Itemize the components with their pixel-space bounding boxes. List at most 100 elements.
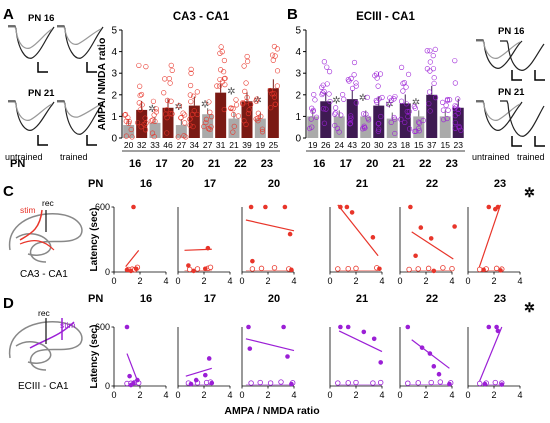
pn-title-ec: 20 [268, 293, 280, 305]
scatter-point-trained-ca3 [263, 204, 268, 210]
schaffer-path-c [19, 240, 55, 251]
cell-dot-trained-ec [377, 71, 384, 77]
scatter-point-trained-ca3 [431, 268, 437, 274]
scatter-point-untrained-ec [378, 379, 384, 386]
cell-dot-untrained-ec [334, 125, 341, 132]
cell-dot-untrained-ec [359, 126, 366, 132]
cell-dot-trained-ca3 [244, 53, 250, 60]
scatter-point-untrained-ec [335, 380, 341, 386]
rec-label-d: rec [38, 308, 51, 318]
cell-dot-trained-ca3 [188, 70, 194, 76]
cell-dot-untrained-ca3 [208, 114, 215, 120]
trace-trained-pn16-a-gray [57, 26, 102, 45]
scatter-point-trained-ca3 [498, 268, 503, 273]
latency-label-ca3: Latency (sec) [89, 208, 100, 272]
pn-label-ec: 17 [340, 158, 352, 170]
scale-bar-pn16-b1 [511, 70, 522, 81]
scatter-x-tick-label-ca3: 4 [517, 276, 522, 286]
scatter-x-tick-label-ec: 2 [137, 390, 142, 400]
scatter-point-trained-ec [345, 324, 351, 330]
cell-dot-untrained-ec [341, 96, 347, 102]
scatter-point-trained-ca3 [250, 258, 255, 264]
n-label-trained-ec: 43 [348, 140, 358, 150]
scatter-point-trained-ec [495, 328, 501, 334]
trace-label-pn16-a: PN 16 [28, 13, 54, 24]
cell-dot-untrained-ca3 [207, 109, 213, 115]
pn-label-ca3: 21 [208, 158, 220, 170]
cell-dot-trained-ca3 [187, 122, 193, 128]
scale-bar-pn16-b2 [534, 70, 545, 81]
trace-untrained-pn16-a-gray [8, 26, 53, 49]
cell-dot-trained-ec [452, 119, 458, 126]
cell-dot-untrained-ca3 [253, 98, 259, 104]
cell-dot-untrained-ca3 [203, 119, 209, 126]
cell-dot-trained-ec [400, 80, 406, 87]
bar-trained-ec [399, 103, 411, 138]
n-label-trained-ec: 37 [427, 140, 437, 150]
scatter-point-trained-ca3 [428, 236, 434, 241]
cell-dot-trained-ca3 [242, 88, 248, 94]
y-axis-label-ca3: AMPA/ NMDA ratio [96, 38, 108, 131]
scatter-point-untrained-ec [353, 379, 359, 386]
pn-title-ca3: 17 [204, 178, 216, 190]
latency-label-ec: Latency (sec) [89, 325, 100, 389]
sig-star-ca3: ✲ [201, 100, 209, 111]
scatter-x-tick-label-ec: 0 [327, 390, 332, 400]
scatter-point-untrained-ec [370, 380, 376, 386]
panel-letter-d: D [3, 295, 14, 312]
cell-dot-untrained-ec [340, 91, 346, 98]
cell-dot-untrained-ca3 [233, 102, 240, 108]
sig-star-ec: ✲ [359, 93, 367, 104]
scatter-x-tick-label-ec: 0 [397, 390, 402, 400]
bar-untrained-ec [439, 116, 451, 138]
cell-dot-untrained-ec [392, 130, 398, 137]
scatter-point-trained-ec [494, 324, 499, 330]
scatter-x-tick-label-ca3: 2 [491, 276, 496, 286]
scatter-point-trained-ec [431, 364, 437, 369]
cell-dot-trained-ca3 [168, 98, 174, 104]
scatter-point-untrained-ca3 [425, 265, 432, 272]
cell-dot-trained-ec [376, 126, 382, 132]
scatter-y-tick-label-ec: 0 [105, 381, 110, 391]
cell-dot-untrained-ec [308, 116, 314, 122]
stim-label-d: stim [60, 320, 76, 330]
panel-letter-a: A [3, 6, 14, 23]
cell-dot-trained-ca3 [137, 107, 143, 113]
trace-label-pn21-a: PN 21 [28, 88, 55, 99]
scatter-point-untrained-ca3 [415, 266, 421, 272]
pn-label-ca3: 23 [261, 158, 273, 170]
scatter-point-trained-ca3 [133, 266, 139, 272]
scatter-point-trained-ca3 [370, 235, 376, 240]
region-label-c: CA3 - CA1 [20, 269, 68, 280]
cell-dot-trained-ca3 [222, 75, 228, 81]
scatter-x-tick-label-ec: 4 [449, 390, 454, 400]
scatter-point-trained-ec [482, 381, 488, 387]
scatter-point-trained-ec [447, 381, 452, 387]
cell-dot-trained-ca3 [241, 63, 247, 69]
n-label-untrained-ca3: 20 [124, 140, 134, 150]
traces-b: PN 16 PN 21 untrained trained [472, 26, 545, 162]
trace-untrained-pn16-a [8, 25, 55, 59]
trace-trained-pn21-a [57, 100, 104, 135]
cell-dot-trained-ec [426, 101, 432, 107]
bar-title-ec: ECIII - CA1 [356, 11, 415, 23]
scale-bar-pn21-a2 [86, 135, 97, 146]
scatter-point-untrained-ca3 [207, 264, 214, 270]
cell-dot-trained-ec [427, 108, 433, 114]
cell-dot-trained-ca3 [274, 83, 280, 89]
scatter-point-untrained-ca3 [258, 265, 265, 272]
scatter-point-trained-ca3 [203, 266, 208, 272]
scatter-point-untrained-ec [405, 380, 411, 386]
cell-dot-trained-ca3 [188, 66, 194, 72]
perforant-path-d [29, 321, 75, 349]
scatter-x-tick-label-ca3: 2 [423, 276, 428, 286]
cell-dot-trained-ca3 [274, 46, 280, 52]
cell-dot-untrained-ec [440, 107, 447, 113]
cell-dot-untrained-ca3 [180, 110, 186, 116]
cell-dot-untrained-ca3 [122, 111, 129, 118]
cell-dot-untrained-ec [309, 105, 315, 111]
ca-layer-c [8, 213, 83, 263]
bar-trained-ec [373, 105, 385, 138]
scale-bar-pn21-a1 [37, 135, 48, 146]
fit-line-trained-ca3 [477, 204, 502, 271]
